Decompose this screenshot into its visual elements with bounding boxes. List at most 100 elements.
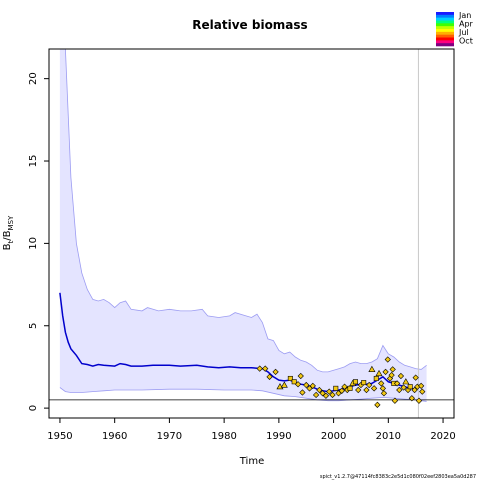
observation-diamond: [411, 386, 418, 394]
season-color-swatch: [436, 34, 454, 38]
observation-diamond: [397, 372, 405, 380]
observation-diamond: [393, 380, 401, 387]
observation-diamond: [256, 365, 263, 372]
observation-square: [333, 385, 339, 391]
observation-diamond: [309, 382, 316, 390]
x-axis: 1950 1960 1970 1980 1990 2000 2010 2020: [47, 418, 456, 442]
x-tick-label: 1980: [211, 431, 236, 442]
y-axis: 0 5 10 15 20: [28, 72, 49, 411]
observation-diamond: [303, 381, 310, 389]
x-tick-label: 1990: [266, 431, 291, 442]
y-axis-label: Bt/BMSY: [2, 215, 15, 250]
x-axis-label: Time: [239, 456, 264, 467]
x-tick-label: 1950: [47, 431, 72, 442]
season-color-swatch: [436, 23, 454, 27]
observation-diamond: [396, 386, 403, 394]
observation-diamond: [419, 388, 426, 395]
observation-diamond: [326, 388, 333, 395]
observation-square: [407, 384, 413, 390]
observation-square: [352, 379, 358, 385]
observation-square: [373, 375, 379, 381]
plot-area: [49, 48, 454, 418]
observation-diamond: [266, 373, 273, 380]
season-color-swatch: [436, 20, 454, 24]
y-tick-label: 15: [28, 155, 39, 168]
observation-triangle: [276, 383, 284, 390]
observation-diamond: [312, 391, 320, 399]
chart-title: Relative biomass: [192, 18, 307, 32]
season-color-swatch: [436, 43, 454, 47]
y-label-main: B: [2, 243, 13, 250]
observation-diamond: [408, 395, 415, 402]
version-footer: spict_v1.2.7@47114fc8383c2e5d1c080f02eef…: [320, 474, 476, 480]
observation-square: [347, 385, 353, 391]
observation-diamond: [329, 391, 336, 399]
x-tick-label: 1970: [157, 431, 182, 442]
observation-square: [291, 379, 297, 385]
observation-diamond: [415, 397, 423, 404]
observation-square: [287, 375, 293, 381]
observation-diamond: [299, 389, 306, 396]
season-legend-label: Apr: [459, 20, 474, 29]
x-tick-label: 2000: [321, 431, 346, 442]
observation-diamond: [338, 387, 345, 394]
observation-diamond: [418, 382, 425, 390]
observation-diamond: [316, 386, 323, 394]
y-tick-label: 0: [28, 405, 39, 411]
season-legend-label: Oct: [459, 37, 473, 46]
season-color-swatch: [436, 29, 454, 33]
y-tick-label: 10: [28, 237, 39, 250]
observation-diamond: [389, 366, 396, 373]
plot-frame: [48, 48, 455, 419]
observation-points: [256, 356, 426, 408]
season-legend-label: Jan: [458, 11, 471, 20]
band-lower-edge: [59, 387, 427, 402]
observation-diamond: [363, 386, 370, 394]
observation-diamond: [384, 356, 391, 363]
observation-diamond: [294, 381, 302, 388]
observation-diamond: [412, 374, 419, 381]
observation-diamond: [380, 390, 388, 397]
season-color-swatch: [436, 14, 454, 18]
y-label-sub1: t: [7, 240, 15, 243]
season-color-swatch: [436, 26, 454, 30]
band-upper-edge: [59, 48, 427, 373]
y-tick-label: 5: [28, 323, 39, 329]
season-color-bar: [436, 12, 454, 47]
y-tick-label: 20: [28, 72, 39, 85]
observation-diamond: [370, 385, 378, 392]
y-label-sep: /B: [2, 230, 13, 240]
credible-band: [59, 49, 427, 402]
season-legend-label: Jul: [458, 28, 469, 37]
season-color-swatch: [436, 31, 454, 35]
observation-diamond: [272, 368, 279, 375]
observation-diamond: [378, 380, 385, 387]
observation-diamond: [355, 386, 362, 394]
x-tick-label: 2010: [376, 431, 401, 442]
season-color-swatch: [436, 12, 454, 16]
observation-square: [361, 380, 367, 386]
observation-triangle: [375, 369, 383, 377]
season-color-swatch: [436, 37, 454, 41]
observation-diamond: [379, 385, 386, 392]
observation-diamond: [322, 392, 330, 399]
observation-diamond: [388, 372, 395, 379]
season-color-swatch: [436, 40, 454, 44]
observation-diamond: [400, 384, 407, 391]
observation-diamond: [374, 401, 381, 408]
season-color-swatch: [436, 17, 454, 21]
observation-triangle: [280, 381, 288, 388]
x-tick-label: 2020: [430, 431, 455, 442]
observation-triangle: [368, 365, 376, 372]
observation-diamond: [382, 368, 389, 375]
observation-diamond: [262, 365, 269, 372]
observation-diamond: [341, 383, 348, 390]
observation-diamond: [366, 381, 373, 389]
y-label-sub2: MSY: [7, 215, 15, 230]
x-tick-label: 1960: [102, 431, 127, 442]
observation-triangle: [402, 378, 410, 385]
observation-diamond: [297, 372, 304, 380]
